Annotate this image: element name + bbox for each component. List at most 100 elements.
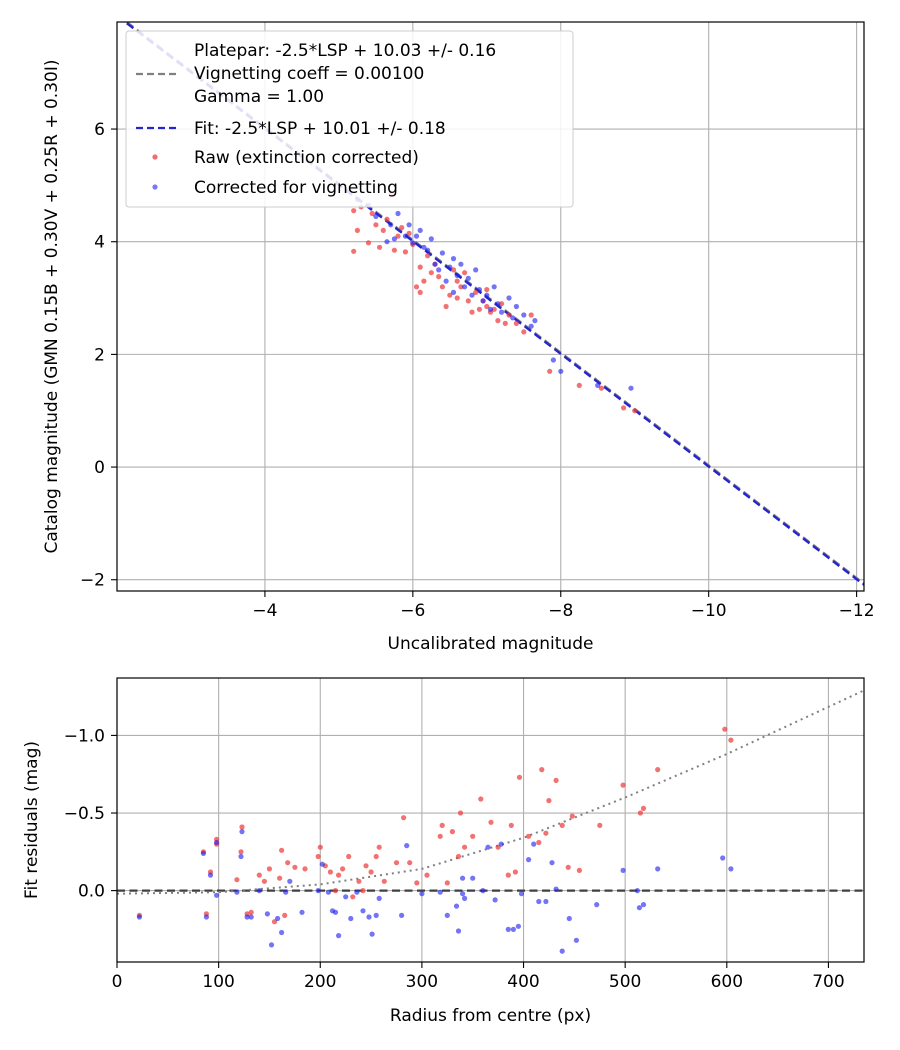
corrected-point [462,895,468,902]
corrected-point [455,928,462,934]
corrected-point [436,267,442,273]
raw-point [465,298,471,304]
corrected-point [256,888,262,894]
corrected-point [543,898,549,905]
raw-point [499,301,505,307]
raw-point [360,888,366,894]
raw-point [632,408,638,414]
raw-point [473,289,479,295]
corrected-point [498,841,504,847]
raw-point [436,274,442,280]
raw-point [384,216,390,222]
corrected-point [275,915,281,922]
corrected-point [531,841,537,847]
corrected-point [558,368,564,374]
corrected-point [491,284,497,290]
y-tick-label: −0.5 [64,804,105,824]
corrected-point [595,382,601,388]
top-plot-frame [116,21,865,592]
raw-point [722,726,728,732]
y-tick-label: 4 [94,233,105,253]
raw-point [439,284,445,290]
raw-point [332,888,339,894]
raw-point [282,912,288,919]
corrected-point [343,894,349,900]
raw-point [576,382,582,388]
x-tick-label: 400 [507,972,539,992]
corrected-point [506,295,512,301]
corrected-point [462,284,468,290]
raw-point [279,847,285,853]
corrected-point [453,903,460,909]
legend-corrected-marker [152,184,158,190]
raw-point [340,866,346,872]
raw-point [356,878,362,884]
raw-point [381,878,387,884]
corrected-point [315,888,321,894]
raw-point [559,822,565,829]
residuals-chart: 0 100 200 300 400 500 600 700 0.0 −0.5 −1.0 Radius… [22,677,865,1026]
legend-raw-marker [152,154,158,160]
raw-point [598,385,605,391]
y-tick-label: 6 [94,120,105,140]
corrected-point [248,914,254,920]
corrected-point [487,306,494,312]
corrected-point [395,210,401,217]
corrected-point [410,240,416,246]
corrected-point [238,853,244,860]
raw-point [292,864,298,870]
legend-platepar-line2: Vignetting coeff = 0.00100 [194,64,424,84]
corrected-point [480,298,486,304]
raw-point [620,782,626,788]
raw-point [346,853,352,860]
raw-point [437,833,443,839]
corrected-point [373,912,379,919]
corrected-point [283,889,289,895]
top-ticks: −4 −6 −8 −10 −12 −2 0 2 4 6 [80,120,875,621]
corrected-point [469,292,475,298]
x-tick-label: 700 [812,972,844,992]
corrected-point [526,857,532,863]
raw-point [417,264,423,270]
legend-platepar-line1: Platepar: -2.5*LSP + 10.03 +/- 0.16 [194,41,496,61]
raw-point [327,869,333,875]
x-tick-label: 200 [304,972,336,992]
corrected-point [136,914,142,920]
y-tick-label: 0.0 [78,882,105,902]
top-scatter-points [351,191,638,414]
top-y-axis-label: Catalog magnitude (GMN 0.15B + 0.30V + 0… [42,60,62,554]
corrected-point [319,861,325,867]
magnitude-calibration-chart: −4 −6 −8 −10 −12 −2 0 2 4 6 Uncalibrated magnitud… [42,21,875,654]
corrected-point [428,236,434,242]
x-tick-label: 600 [711,972,743,992]
x-tick-label: 300 [406,972,438,992]
raw-point [469,309,475,315]
corrected-point [553,886,559,892]
bottom-plot-frame [116,677,865,963]
raw-point [417,289,423,295]
raw-point [266,866,272,872]
y-tick-label: 2 [94,345,105,365]
corrected-point [332,909,339,915]
x-tick-label: −12 [839,601,875,621]
raw-point [484,287,490,293]
raw-point [470,833,476,839]
raw-point [454,295,460,301]
raw-point [640,805,647,812]
corrected-point [207,872,214,878]
raw-point [455,853,462,860]
raw-point [407,860,413,866]
raw-point [655,767,661,773]
corrected-point [476,287,482,293]
corrected-point [425,247,431,253]
corrected-point [495,301,501,307]
corrected-point [532,318,538,324]
corrected-point [505,926,511,933]
corrected-point [287,878,293,884]
corrected-point [239,829,245,835]
raw-point [351,208,357,214]
raw-point [447,292,453,298]
raw-point [406,230,412,236]
raw-point [576,867,583,874]
x-tick-label: −8 [548,601,573,621]
